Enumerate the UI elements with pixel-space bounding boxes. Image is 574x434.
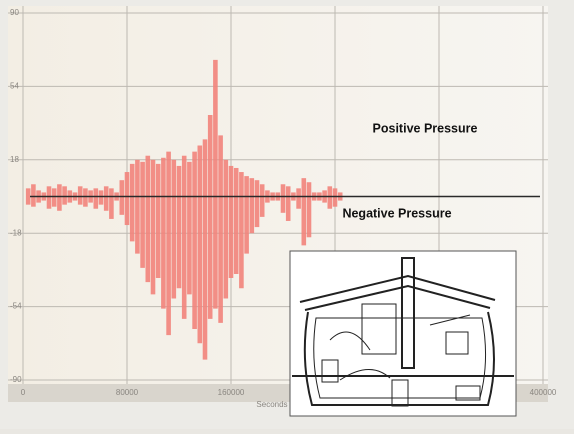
annotation: Negative Pressure bbox=[342, 206, 451, 220]
x-tick-label: 80000 bbox=[116, 388, 139, 397]
y-tick-label: -90 bbox=[10, 375, 22, 384]
house-diagram bbox=[289, 250, 517, 417]
x-axis-label: Seconds bbox=[256, 400, 287, 409]
y-tick-label: -54 bbox=[10, 302, 22, 311]
y-tick-label: -18 bbox=[10, 228, 22, 237]
x-tick-label: 0 bbox=[21, 388, 26, 397]
y-tick-label: 90 bbox=[10, 8, 19, 17]
y-tick-label: 54 bbox=[10, 82, 19, 91]
y-tick-label: 18 bbox=[10, 155, 19, 164]
x-tick-label: 160000 bbox=[218, 388, 245, 397]
x-tick-label: 400000 bbox=[530, 388, 557, 397]
annotation: Positive Pressure bbox=[373, 121, 478, 135]
